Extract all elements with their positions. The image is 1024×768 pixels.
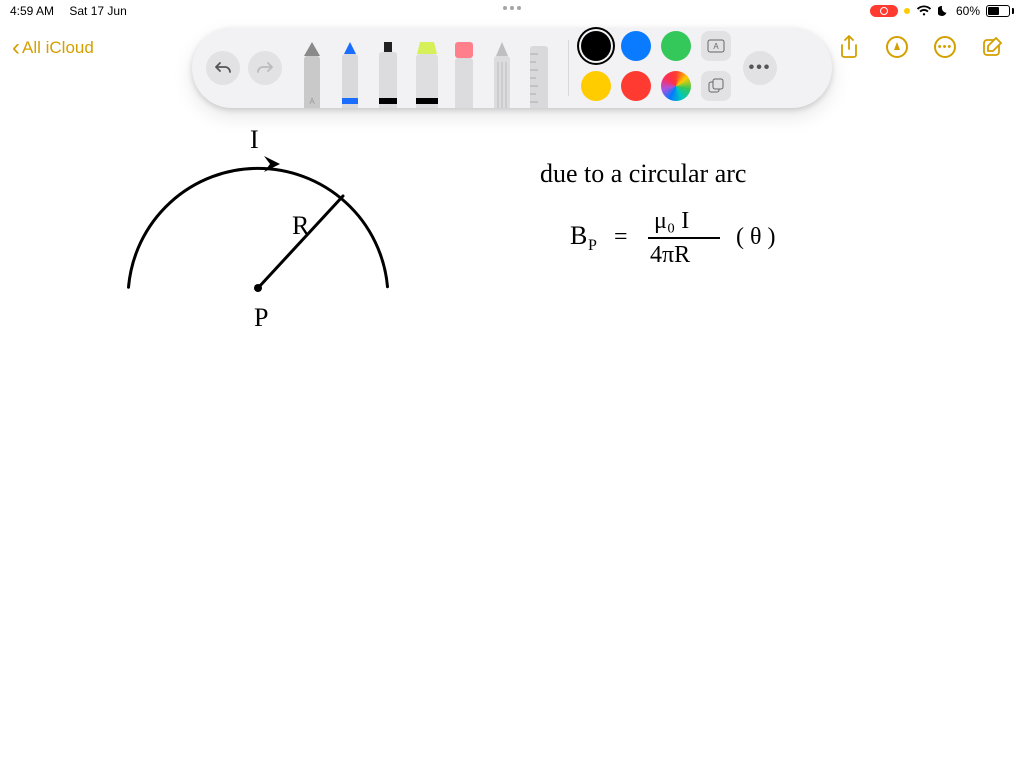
wifi-icon (916, 5, 932, 17)
swatch-yellow[interactable] (581, 71, 611, 101)
eq-lhs-B: B (570, 221, 587, 250)
textbox-icon: A (707, 39, 725, 53)
redo-button[interactable] (248, 51, 282, 85)
eq-numerator: μ₀ I (654, 208, 689, 234)
center-point (254, 284, 262, 292)
battery-icon (986, 5, 1014, 17)
undo-button[interactable] (206, 51, 240, 85)
more-button[interactable]: ••• (934, 36, 956, 58)
label-P: P (254, 303, 268, 332)
label-I: I (250, 125, 259, 154)
tool-highlighter[interactable] (412, 44, 440, 108)
note-text-line1: due to a circular arc (540, 159, 746, 188)
dnd-moon-icon (938, 5, 950, 17)
tool-lasso[interactable] (488, 44, 516, 108)
swatch-black[interactable] (581, 31, 611, 61)
label-R: R (292, 211, 310, 240)
location-indicator-icon (904, 8, 910, 14)
palette-divider (568, 40, 569, 96)
textbox-tool-button[interactable]: A (701, 31, 731, 61)
tool-pencil[interactable]: A (298, 44, 326, 108)
color-swatches: A (579, 31, 733, 105)
radius-line (258, 196, 343, 288)
swatch-red[interactable] (621, 71, 651, 101)
ellipsis-icon: ••• (749, 59, 772, 77)
compose-icon (982, 36, 1004, 58)
swatch-blue[interactable] (621, 31, 651, 61)
tool-marker[interactable] (374, 44, 402, 108)
share-button[interactable] (838, 36, 860, 58)
tool-pen[interactable] (336, 44, 364, 108)
svg-text:A: A (713, 42, 719, 51)
swatch-green[interactable] (661, 31, 691, 61)
status-bar: 4:59 AM Sat 17 Jun 60% (0, 0, 1024, 22)
chevron-left-icon: ‹ (12, 36, 20, 60)
battery-pct: 60% (956, 4, 980, 18)
layers-icon (707, 78, 725, 94)
arc-path (129, 168, 388, 287)
screen-record-indicator[interactable] (870, 5, 898, 17)
eq-lhs-sub: P (588, 237, 597, 254)
note-canvas[interactable]: I R P due to a circular arc B P = μ₀ I 4… (0, 110, 1024, 768)
eq-denominator: 4πR (650, 242, 690, 268)
multitask-dots-icon[interactable] (503, 6, 521, 10)
tool-label: A (309, 97, 314, 106)
ellipsis-circle-icon: ••• (934, 36, 956, 58)
redo-icon (256, 61, 274, 75)
drawing-tool-palette: A A (192, 28, 832, 108)
eq-equals: = (614, 224, 628, 250)
palette-more-button[interactable]: ••• (743, 51, 777, 85)
tool-eraser[interactable] (450, 44, 478, 108)
markup-icon (886, 36, 908, 58)
share-icon (838, 35, 860, 59)
eq-theta: ( θ ) (736, 224, 775, 250)
back-button[interactable]: ‹ All iCloud (12, 36, 94, 60)
undo-icon (214, 61, 232, 75)
status-date: Sat 17 Jun (69, 4, 126, 18)
tool-tray: A (294, 28, 558, 108)
back-label: All iCloud (22, 38, 94, 58)
compose-button[interactable] (982, 36, 1004, 58)
markup-button[interactable] (886, 36, 908, 58)
tool-ruler[interactable] (526, 44, 554, 108)
layers-tool-button[interactable] (701, 71, 731, 101)
swatch-colorpicker[interactable] (661, 71, 691, 101)
status-time: 4:59 AM (10, 4, 54, 18)
